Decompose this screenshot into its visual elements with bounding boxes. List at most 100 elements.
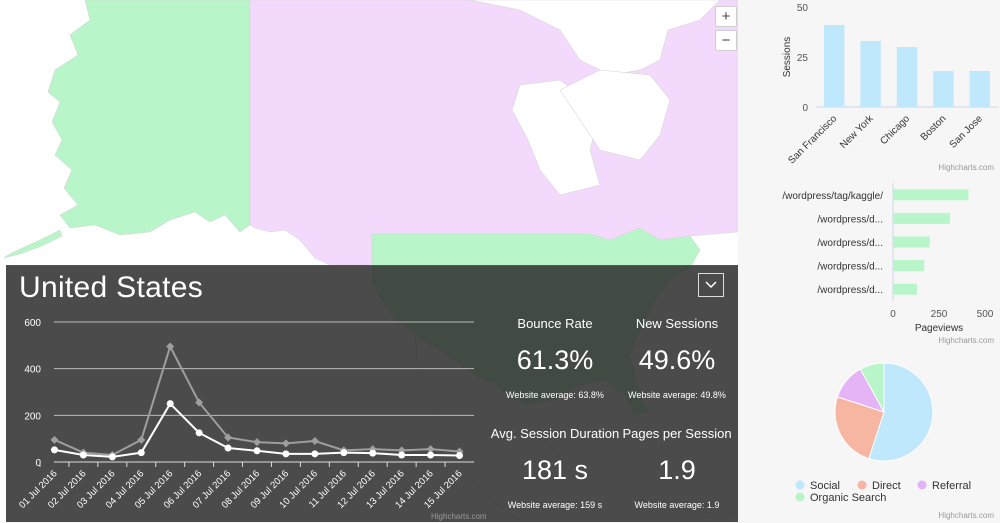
data-point [253,447,261,455]
y-tick-label: /wordpress/tag/kaggle/ [782,191,883,202]
data-point [79,451,87,459]
stat-label: Bounce Rate [517,316,593,331]
legend-marker [857,480,867,490]
y-tick-label: /wordpress/d... [817,285,883,296]
data-point [50,435,59,444]
legend-label: Referral [932,480,971,492]
panel-dropdown-button[interactable] [698,273,724,297]
y-tick-label: 50 [797,3,809,14]
y-tick-label: /wordpress/d... [817,214,883,225]
stat-session-duration: Avg. Session Duration 181 s Website aver… [470,426,640,510]
country-panel: United States 0 200 400 600 01 Jul 2016 02 Ju… [6,265,738,522]
bar [893,212,951,224]
legend-label: Organic Search [810,492,886,504]
data-point [282,450,290,458]
y-tick-label: 600 [24,318,41,329]
x-tick-label: New York [838,113,876,151]
data-point [398,451,406,459]
pageviews-chart: /wordpress/tag/kaggle/ /wordpress/d... /wo… [782,183,994,345]
y-tick-label: 0 [802,103,808,114]
highcharts-credit: Highcharts.com [938,163,994,172]
zoom-in-button[interactable]: + [715,6,737,27]
data-point [310,437,319,445]
stat-value: 1.9 [658,455,696,485]
data-point [456,451,464,459]
country-title: United States [19,271,204,304]
data-point [426,445,435,454]
data-point [369,449,377,457]
zoom-out-button[interactable]: − [715,30,737,51]
bar [933,71,954,107]
map-region-greenland [559,69,671,161]
bar [893,236,930,248]
stat-bounce-rate: Bounce Rate 61.3% Website average: 63.8% [470,316,640,400]
x-axis-title: Pageviews [915,323,963,334]
stat-label: Pages per Session [622,426,732,441]
right-sidebar: Sessions 0 25 50 San Francisco New York Chicag… [748,0,1000,522]
x-tick-label: Chicago [878,113,912,147]
pie-slice [868,362,934,462]
highcharts-credit: Highcharts.com [938,511,994,520]
legend-item[interactable]: Social [795,480,840,492]
stat-value: 49.6% [638,345,716,375]
highcharts-credit: Highcharts.com [938,336,994,345]
stat-average: Website average: 49.8% [628,390,726,400]
legend-item[interactable]: Organic Search [795,492,887,504]
stat-average: Website average: 1.9 [634,500,720,510]
x-tick-label: San Jose [948,113,986,151]
map-region-alaska[interactable] [47,0,251,236]
traffic-source-pie-chart: Social Direct Referral Organic Search Highch… [795,362,994,520]
stat-value: 181 s [521,455,589,485]
y-tick-label: /wordpress/d... [817,238,883,249]
data-point [224,433,233,442]
y-tick-label: 200 [24,411,41,422]
data-point [195,398,204,407]
pie-slice [859,362,885,413]
bar [860,41,881,107]
data-point [311,450,319,458]
bar [969,71,990,107]
x-tick-label: Boston [919,113,949,143]
data-point [108,453,116,461]
bar [824,25,845,107]
x-tick-label: 250 [931,309,948,320]
data-point [166,342,175,351]
stat-label: New Sessions [635,316,719,331]
legend-marker [795,480,805,490]
stat-average: Website average: 63.8% [506,390,604,400]
highcharts-credit[interactable]: Highcharts.com [431,512,487,521]
data-point [281,439,290,448]
data-point [137,449,145,457]
stat-pages-per-session: Pages per Session 1.9 Website average: 1… [592,426,762,510]
x-tick-label: 500 [977,309,994,320]
data-point [166,400,174,408]
map-region-arctic-islands [469,0,721,76]
bar [893,283,917,295]
legend-item[interactable]: Referral [917,480,972,492]
legend-item[interactable]: Direct [857,480,901,492]
chevron-down-icon [705,281,717,289]
legend-label: Social [810,480,840,492]
data-point [253,438,261,447]
stat-label: Avg. Session Duration [490,426,620,441]
pie-slice [834,396,885,460]
y-tick-label: /wordpress/d... [817,262,883,273]
data-point [195,429,203,437]
stat-value: 61.3% [516,345,594,375]
legend-marker [795,492,805,502]
data-point [224,444,232,452]
data-point [368,445,377,454]
map-region-aleutians[interactable] [3,229,63,259]
data-point [427,451,435,459]
y-axis-title: Sessions [782,37,793,78]
y-tick-label: 25 [797,53,809,64]
legend-marker [917,480,927,490]
y-tick-label: 400 [24,365,41,376]
x-tick-label: San Francisco [786,113,839,166]
bar [893,260,925,272]
data-point [340,449,348,457]
data-point [50,446,58,454]
legend-label: Direct [872,480,901,492]
